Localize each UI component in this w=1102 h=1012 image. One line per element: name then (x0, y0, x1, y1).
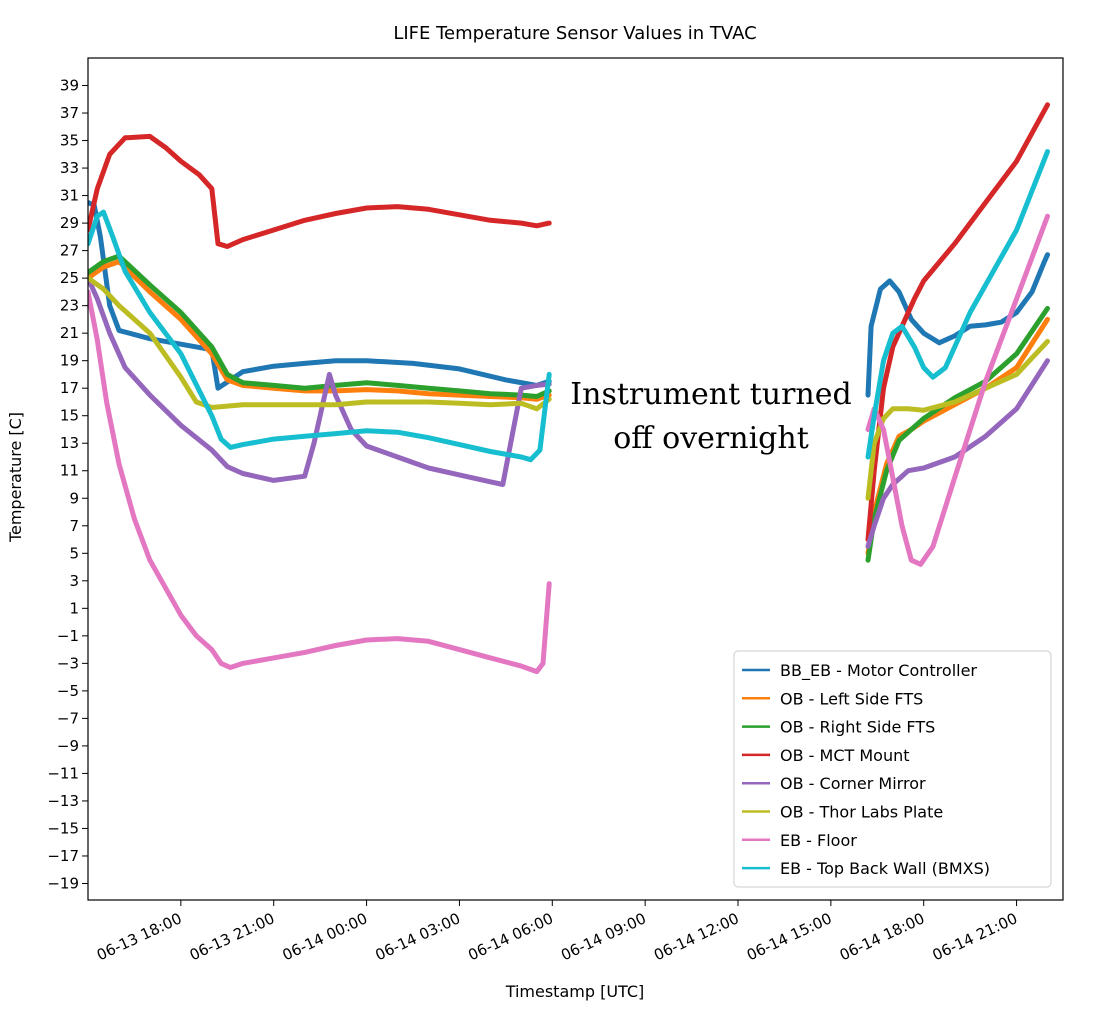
x-axis-label: Timestamp [UTC] (505, 982, 645, 1001)
y-tick-label: −3 (57, 654, 79, 672)
annotation-line-2: off overnight (613, 421, 809, 456)
series-line-bb-eb-motor-controller-segment-2 (865, 252, 1050, 398)
y-tick-label: −11 (47, 764, 79, 782)
y-axis-label: Temperature [C] (6, 412, 25, 543)
y-tick-label: 31 (60, 187, 79, 205)
legend-label-ob-corner-mirror: OB - Corner Mirror (780, 774, 926, 793)
y-tick-label: 19 (60, 352, 79, 370)
legend-label-bb-eb-motor-controller: BB_EB - Motor Controller (780, 661, 977, 681)
annotation: Instrument turned off overnight (570, 377, 851, 456)
y-axis-ticks: 39373533312927252321191715131197531−1−3−… (47, 77, 88, 892)
legend-label-eb-top-back-wall-bmxs: EB - Top Back Wall (BMXS) (780, 859, 990, 878)
y-tick-label: −15 (47, 819, 79, 837)
legend-label-ob-left-side-fts: OB - Left Side FTS (780, 689, 923, 708)
series-line-eb-floor-segment-1 (88, 289, 552, 675)
y-tick-label: 29 (60, 214, 79, 232)
series-line-ob-corner-mirror-segment-2 (865, 358, 1050, 549)
y-tick-label: −19 (47, 874, 79, 892)
plot-area-frame (87, 57, 1064, 901)
y-tick-label: 15 (60, 407, 79, 425)
series-line-eb-top-back-wall-bmxs-segment-2 (865, 149, 1050, 460)
series-line-eb-top-back-wall-bmxs-segment-1 (88, 209, 552, 463)
legend-frame (733, 650, 1052, 888)
y-tick-label: 17 (60, 379, 79, 397)
y-tick-label: 7 (69, 517, 79, 535)
y-tick-label: 13 (60, 434, 79, 452)
series-line-ob-mct-mount-segment-2 (865, 102, 1050, 542)
series-line-ob-left-side-fts-segment-1 (88, 259, 552, 402)
y-tick-label: 5 (69, 544, 79, 562)
annotation-line-1: Instrument turned (570, 377, 851, 412)
y-tick-label: −5 (57, 682, 79, 700)
y-tick-label: −1 (57, 627, 79, 645)
series-line-ob-thor-labs-plate-segment-1 (88, 275, 552, 412)
y-tick-label: −9 (57, 737, 79, 755)
y-tick-label: −7 (57, 709, 79, 727)
y-tick-label: 9 (69, 489, 79, 507)
y-tick-label: 21 (60, 324, 79, 342)
series-line-ob-mct-mount-segment-1 (88, 133, 552, 249)
series-line-bb-eb-motor-controller-segment-1 (88, 200, 552, 391)
y-tick-label: 3 (69, 572, 79, 590)
series-line-ob-corner-mirror-segment-1 (88, 275, 552, 487)
y-tick-label: 37 (60, 104, 79, 122)
legend: BB_EB - Motor Controller OB - Left Side F… (733, 650, 1052, 888)
y-tick-label: 27 (60, 242, 79, 260)
series-layer (88, 102, 1050, 675)
y-tick-label: −13 (47, 792, 79, 810)
y-tick-label: 23 (60, 297, 79, 315)
series-line-ob-thor-labs-plate-segment-2 (865, 338, 1050, 501)
series-line-eb-floor-segment-2 (865, 213, 1050, 567)
y-tick-label: 39 (60, 77, 79, 95)
y-tick-label: 1 (69, 599, 79, 617)
legend-label-ob-mct-mount: OB - MCT Mount (780, 746, 910, 765)
y-tick-label: 11 (60, 462, 79, 480)
y-tick-label: −17 (47, 847, 79, 865)
y-tick-label: 25 (60, 269, 79, 287)
legend-label-ob-right-side-fts: OB - Right Side FTS (780, 718, 935, 737)
y-tick-label: 35 (60, 132, 79, 150)
series-line-ob-right-side-fts-segment-1 (88, 253, 552, 399)
legend-label-eb-floor: EB - Floor (780, 831, 857, 850)
series-line-ob-right-side-fts-segment-2 (865, 305, 1050, 563)
chart-title: LIFE Temperature Sensor Values in TVAC (393, 23, 756, 44)
y-tick-label: 33 (60, 159, 79, 177)
legend-label-ob-thor-labs-plate: OB - Thor Labs Plate (780, 803, 943, 822)
